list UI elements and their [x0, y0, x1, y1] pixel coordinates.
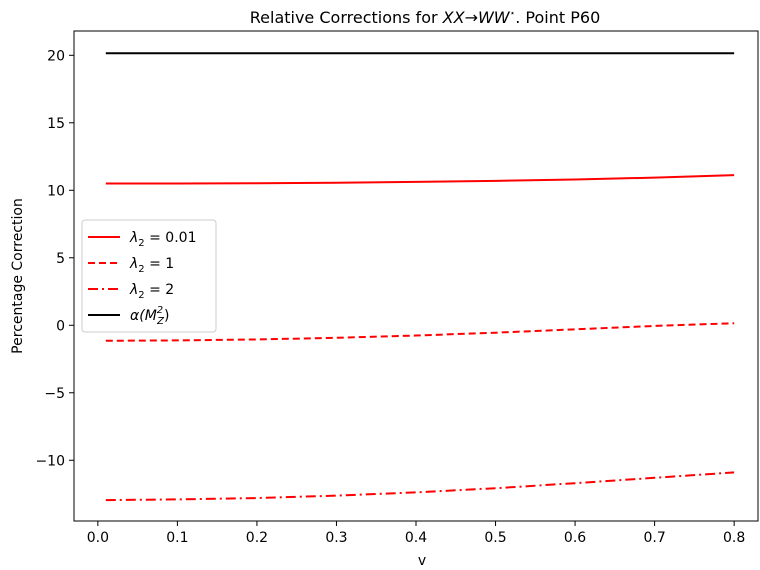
- y-tick-label: 0: [56, 318, 65, 334]
- legend-sub: 2: [138, 264, 144, 275]
- series-line-2: [105, 471, 735, 502]
- x-tick-label: 0.5: [484, 530, 506, 546]
- title-math: XX→WW: [442, 8, 511, 27]
- x-tick-label: 0.8: [723, 530, 745, 546]
- legend-sub: 2: [138, 238, 144, 249]
- x-axis: 0.0 0.1 0.2 0.3 0.4 0.5 0.6 0.7 0.8: [87, 521, 745, 546]
- title-prefix: Relative Corrections for: [250, 8, 443, 27]
- chart-title: Relative Corrections for XX→WW⋆. Point P…: [250, 8, 601, 27]
- series-line-0: [105, 174, 735, 185]
- title-star: ⋆: [510, 9, 516, 19]
- y-tick-label: 10: [47, 183, 65, 199]
- y-axis: −10 −5 0 5 10 15 20: [35, 48, 74, 469]
- title-suffix: . Point P60: [515, 8, 600, 27]
- legend-label-3: α(M2 Z): [130, 305, 169, 327]
- x-tick-label: 0.3: [325, 530, 347, 546]
- x-tick-label: 0.6: [564, 530, 586, 546]
- legend-main: λ: [129, 230, 138, 246]
- legend-rest: = 2: [145, 282, 175, 298]
- legend-rest: ): [164, 308, 169, 324]
- legend-sub: Z: [156, 316, 165, 327]
- legend-label-0: λ2 = 0.01: [129, 230, 196, 249]
- legend-rest: = 1: [145, 256, 175, 272]
- legend-main: λ: [129, 256, 138, 272]
- y-tick-label: 20: [47, 48, 65, 64]
- legend-sup: 2: [157, 305, 163, 316]
- x-tick-label: 0.4: [405, 530, 427, 546]
- legend-main: α(M: [130, 308, 157, 324]
- series-lines: [105, 52, 735, 502]
- x-axis-label: v: [418, 553, 426, 569]
- y-tick-label: 15: [47, 116, 65, 132]
- legend-main: λ: [129, 282, 138, 298]
- series-line-1: [105, 322, 735, 342]
- legend-box: [81, 219, 217, 333]
- y-tick-label: −5: [44, 386, 65, 402]
- y-tick-label: −10: [35, 453, 65, 469]
- x-tick-label: 0.0: [87, 530, 109, 546]
- x-tick-label: 0.7: [643, 530, 665, 546]
- legend-rest: = 0.01: [145, 230, 197, 246]
- legend-label-2: λ2 = 2: [129, 282, 174, 301]
- legend-label-1: λ2 = 1: [129, 256, 174, 275]
- y-tick-label: 5: [56, 251, 65, 267]
- legend-sub: 2: [138, 290, 144, 301]
- x-tick-label: 0.2: [246, 530, 268, 546]
- x-tick-label: 0.1: [166, 530, 188, 546]
- y-axis-label: Percentage Correction: [10, 198, 26, 354]
